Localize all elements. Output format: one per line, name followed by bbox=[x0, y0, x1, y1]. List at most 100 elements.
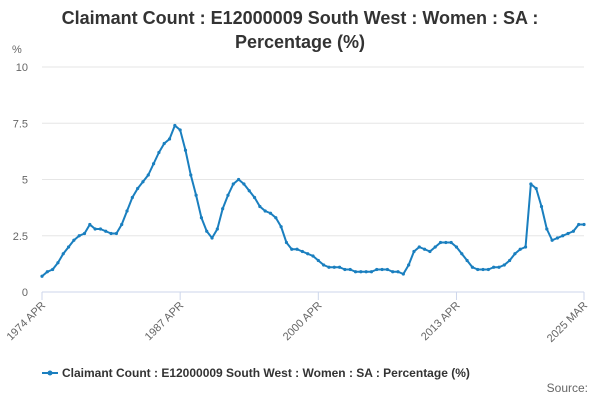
data-point bbox=[120, 222, 124, 227]
source: Source: bbox=[547, 381, 588, 395]
data-point bbox=[221, 207, 225, 211]
data-point bbox=[385, 267, 389, 272]
data-point bbox=[582, 222, 586, 227]
data-point bbox=[258, 204, 262, 209]
data-point bbox=[194, 193, 198, 197]
data-point bbox=[492, 265, 496, 269]
data-point bbox=[151, 162, 156, 166]
data-point bbox=[343, 267, 347, 272]
data-point bbox=[215, 227, 219, 231]
data-point bbox=[130, 195, 134, 200]
data-point bbox=[40, 274, 44, 278]
x-tick-label: 2013 APR bbox=[419, 300, 463, 344]
y-axis-label: % bbox=[12, 44, 22, 56]
data-point bbox=[529, 182, 533, 186]
data-point bbox=[555, 236, 560, 240]
data-point bbox=[268, 211, 273, 215]
data-point bbox=[210, 236, 214, 240]
y-tick-label: 7.5 bbox=[13, 118, 28, 130]
data-point bbox=[476, 267, 480, 272]
data-point bbox=[316, 258, 320, 263]
data-point bbox=[513, 252, 517, 256]
data-point bbox=[380, 267, 384, 272]
data-point bbox=[141, 180, 145, 184]
data-point bbox=[56, 261, 60, 265]
data-point bbox=[295, 247, 299, 251]
data-point bbox=[82, 231, 87, 236]
x-tick-label: 1987 APR bbox=[143, 300, 187, 344]
data-point bbox=[545, 227, 549, 231]
data-point bbox=[189, 173, 193, 177]
data-point bbox=[481, 267, 485, 272]
data-point bbox=[109, 231, 113, 236]
data-point bbox=[279, 225, 283, 229]
data-point bbox=[433, 245, 437, 249]
data-point bbox=[300, 249, 304, 254]
data-point bbox=[173, 123, 177, 128]
data-point bbox=[205, 229, 209, 233]
data-point bbox=[454, 245, 459, 249]
data-point bbox=[237, 177, 241, 182]
data-point bbox=[77, 234, 81, 238]
x-tick-label: 2000 APR bbox=[281, 300, 325, 344]
data-point bbox=[428, 249, 432, 254]
y-tick-label: 0 bbox=[22, 287, 28, 299]
data-point bbox=[369, 270, 374, 274]
y-tick-label: 2.5 bbox=[13, 231, 28, 243]
legend-marker bbox=[47, 370, 53, 376]
data-point bbox=[66, 245, 71, 249]
data-point bbox=[146, 173, 150, 177]
data-point bbox=[497, 265, 501, 269]
data-point bbox=[178, 128, 182, 132]
data-point bbox=[114, 231, 118, 236]
data-point bbox=[311, 254, 315, 258]
data-point bbox=[502, 263, 506, 267]
chart-title: Claimant Count : E12000009 South West : … bbox=[61, 8, 539, 52]
data-point bbox=[247, 189, 251, 193]
data-point bbox=[417, 245, 421, 249]
data-point bbox=[539, 204, 544, 209]
y-tick-label: 10 bbox=[16, 62, 28, 74]
data-point bbox=[460, 252, 464, 256]
data-point bbox=[353, 270, 358, 274]
data-point bbox=[348, 267, 352, 272]
data-point bbox=[566, 231, 570, 236]
data-point bbox=[242, 182, 246, 186]
data-point bbox=[375, 267, 379, 272]
data-point bbox=[391, 270, 395, 274]
data-point bbox=[322, 263, 326, 267]
data-point bbox=[518, 247, 522, 251]
data-point bbox=[183, 148, 188, 152]
data-point bbox=[274, 216, 278, 220]
data-point bbox=[88, 222, 92, 227]
data-point bbox=[51, 267, 55, 272]
data-point bbox=[422, 247, 427, 251]
data-point bbox=[226, 193, 230, 197]
data-line bbox=[41, 124, 584, 278]
data-point bbox=[327, 265, 331, 269]
data-point bbox=[438, 240, 443, 245]
data-point bbox=[401, 272, 405, 276]
data-point bbox=[157, 150, 161, 155]
data-point bbox=[364, 270, 368, 274]
data-point bbox=[571, 229, 575, 233]
data-point bbox=[252, 195, 257, 200]
data-point bbox=[577, 222, 581, 227]
data-point bbox=[561, 234, 565, 238]
legend-label: Claimant Count : E12000009 South West : … bbox=[62, 366, 470, 380]
data-point bbox=[396, 270, 400, 274]
data-point bbox=[104, 229, 108, 233]
data-point bbox=[167, 137, 172, 141]
data-point bbox=[72, 238, 76, 242]
data-point bbox=[534, 186, 538, 191]
data-point bbox=[284, 240, 289, 245]
data-point bbox=[486, 267, 490, 272]
data-point bbox=[444, 240, 448, 245]
data-point bbox=[199, 216, 204, 220]
data-point bbox=[337, 265, 342, 269]
data-point bbox=[231, 182, 235, 186]
x-tick-label: 2025 MAR bbox=[545, 300, 590, 345]
x-tick-label: 1974 APR bbox=[5, 300, 49, 344]
